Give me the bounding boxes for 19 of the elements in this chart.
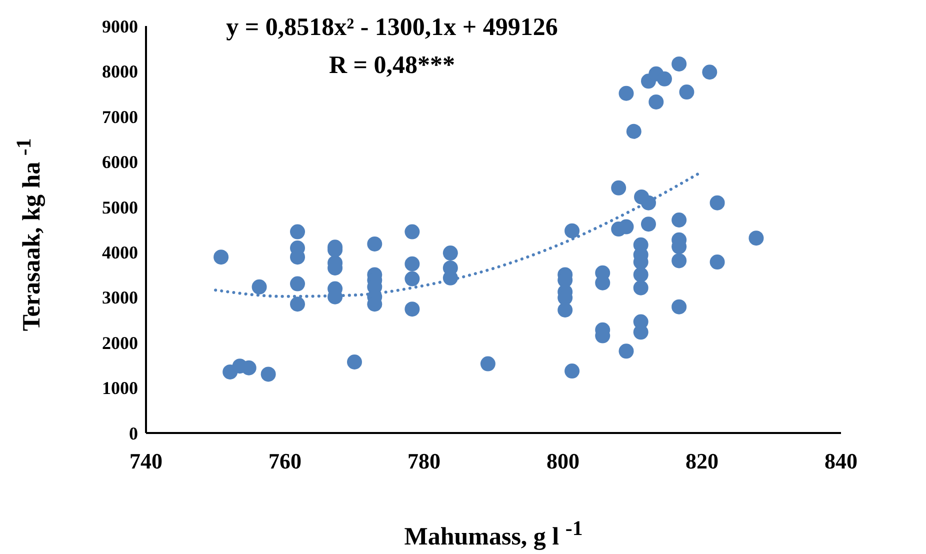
y-tick-label: 2000 xyxy=(102,332,138,353)
x-tick-label: 840 xyxy=(824,448,858,474)
y-tick-label: 9000 xyxy=(102,16,138,36)
y-tick-label: 5000 xyxy=(102,197,138,218)
annotation: y = 0,8518x² - 1300,1x + 499126 xyxy=(225,14,559,42)
y-tick-label: 4000 xyxy=(102,242,138,262)
y-tick-label: 6000 xyxy=(102,152,138,172)
y-tick-label: 0 xyxy=(129,423,138,444)
x-tick-label: 800 xyxy=(546,448,580,474)
x-tick-label: 820 xyxy=(686,448,718,474)
y-tick-label: 8000 xyxy=(102,62,138,82)
x-tick-label: 780 xyxy=(408,448,440,474)
x-tick-label: 760 xyxy=(268,448,302,474)
y-tick-label: 1000 xyxy=(102,378,138,398)
y-tick-label: 7000 xyxy=(102,106,138,127)
x-tick-label: 740 xyxy=(130,448,162,474)
annotation: R = 0,48*** xyxy=(328,52,456,80)
y-tick-label: 3000 xyxy=(102,288,138,308)
x-axis-title: Mahumass, g l $^{-1}$ xyxy=(403,516,584,552)
